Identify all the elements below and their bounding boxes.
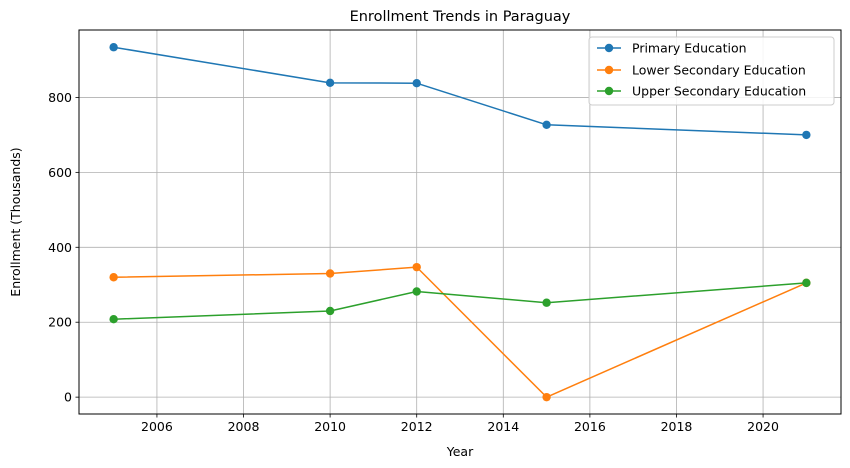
data-point [542, 120, 551, 129]
legend-box [588, 36, 835, 106]
y-tick-label: 200 [48, 315, 72, 330]
data-point [412, 262, 421, 272]
data-point [802, 278, 811, 288]
data-point [325, 306, 335, 316]
data-point [325, 78, 335, 88]
y-tick-label: 800 [48, 90, 72, 105]
data-point [109, 315, 118, 324]
data-point [109, 273, 118, 282]
legend-marker-primary [604, 43, 614, 53]
x-tick-label: 2016 [574, 419, 606, 434]
series-layer [109, 43, 811, 402]
x-tick-label: 2010 [314, 419, 346, 434]
data-point [325, 269, 335, 278]
x-tick-label: 2012 [401, 419, 433, 434]
legend-label-upper-secondary: Upper Secondary Education [632, 84, 806, 99]
x-tick-label: 2014 [487, 419, 519, 434]
x-tick-label: 2006 [141, 419, 173, 434]
plot-frame [78, 29, 842, 415]
x-tick-label: 2018 [661, 419, 693, 434]
legend-marker-upper-secondary [604, 86, 614, 96]
data-point [412, 78, 421, 88]
data-point [412, 287, 421, 296]
y-axis-label: Enrollment (Thousands) [8, 147, 23, 296]
x-tick-label: 2020 [747, 419, 779, 434]
legend-label-lower-secondary: Lower Secondary Education [632, 63, 806, 78]
data-point [802, 130, 811, 140]
y-tick-label: 0 [64, 390, 72, 405]
data-point [542, 392, 551, 402]
x-axis-label: Year [446, 444, 474, 459]
tick-layer: 2006 2008 2010 2012 2014 2016 2018 2020 0 200 400 6… [48, 90, 779, 434]
y-tick-label: 600 [48, 165, 72, 180]
y-tick-label: 400 [48, 240, 72, 255]
data-point [542, 298, 551, 307]
data-point [109, 43, 118, 52]
legend-marker-lower-secondary [604, 65, 614, 75]
legend: Primary Education Lower Secondary Educat… [588, 36, 835, 106]
x-tick-label: 2008 [228, 419, 260, 434]
legend-label-primary: Primary Education [632, 41, 747, 56]
chart-title: Enrollment Trends in Paraguay [350, 9, 571, 25]
